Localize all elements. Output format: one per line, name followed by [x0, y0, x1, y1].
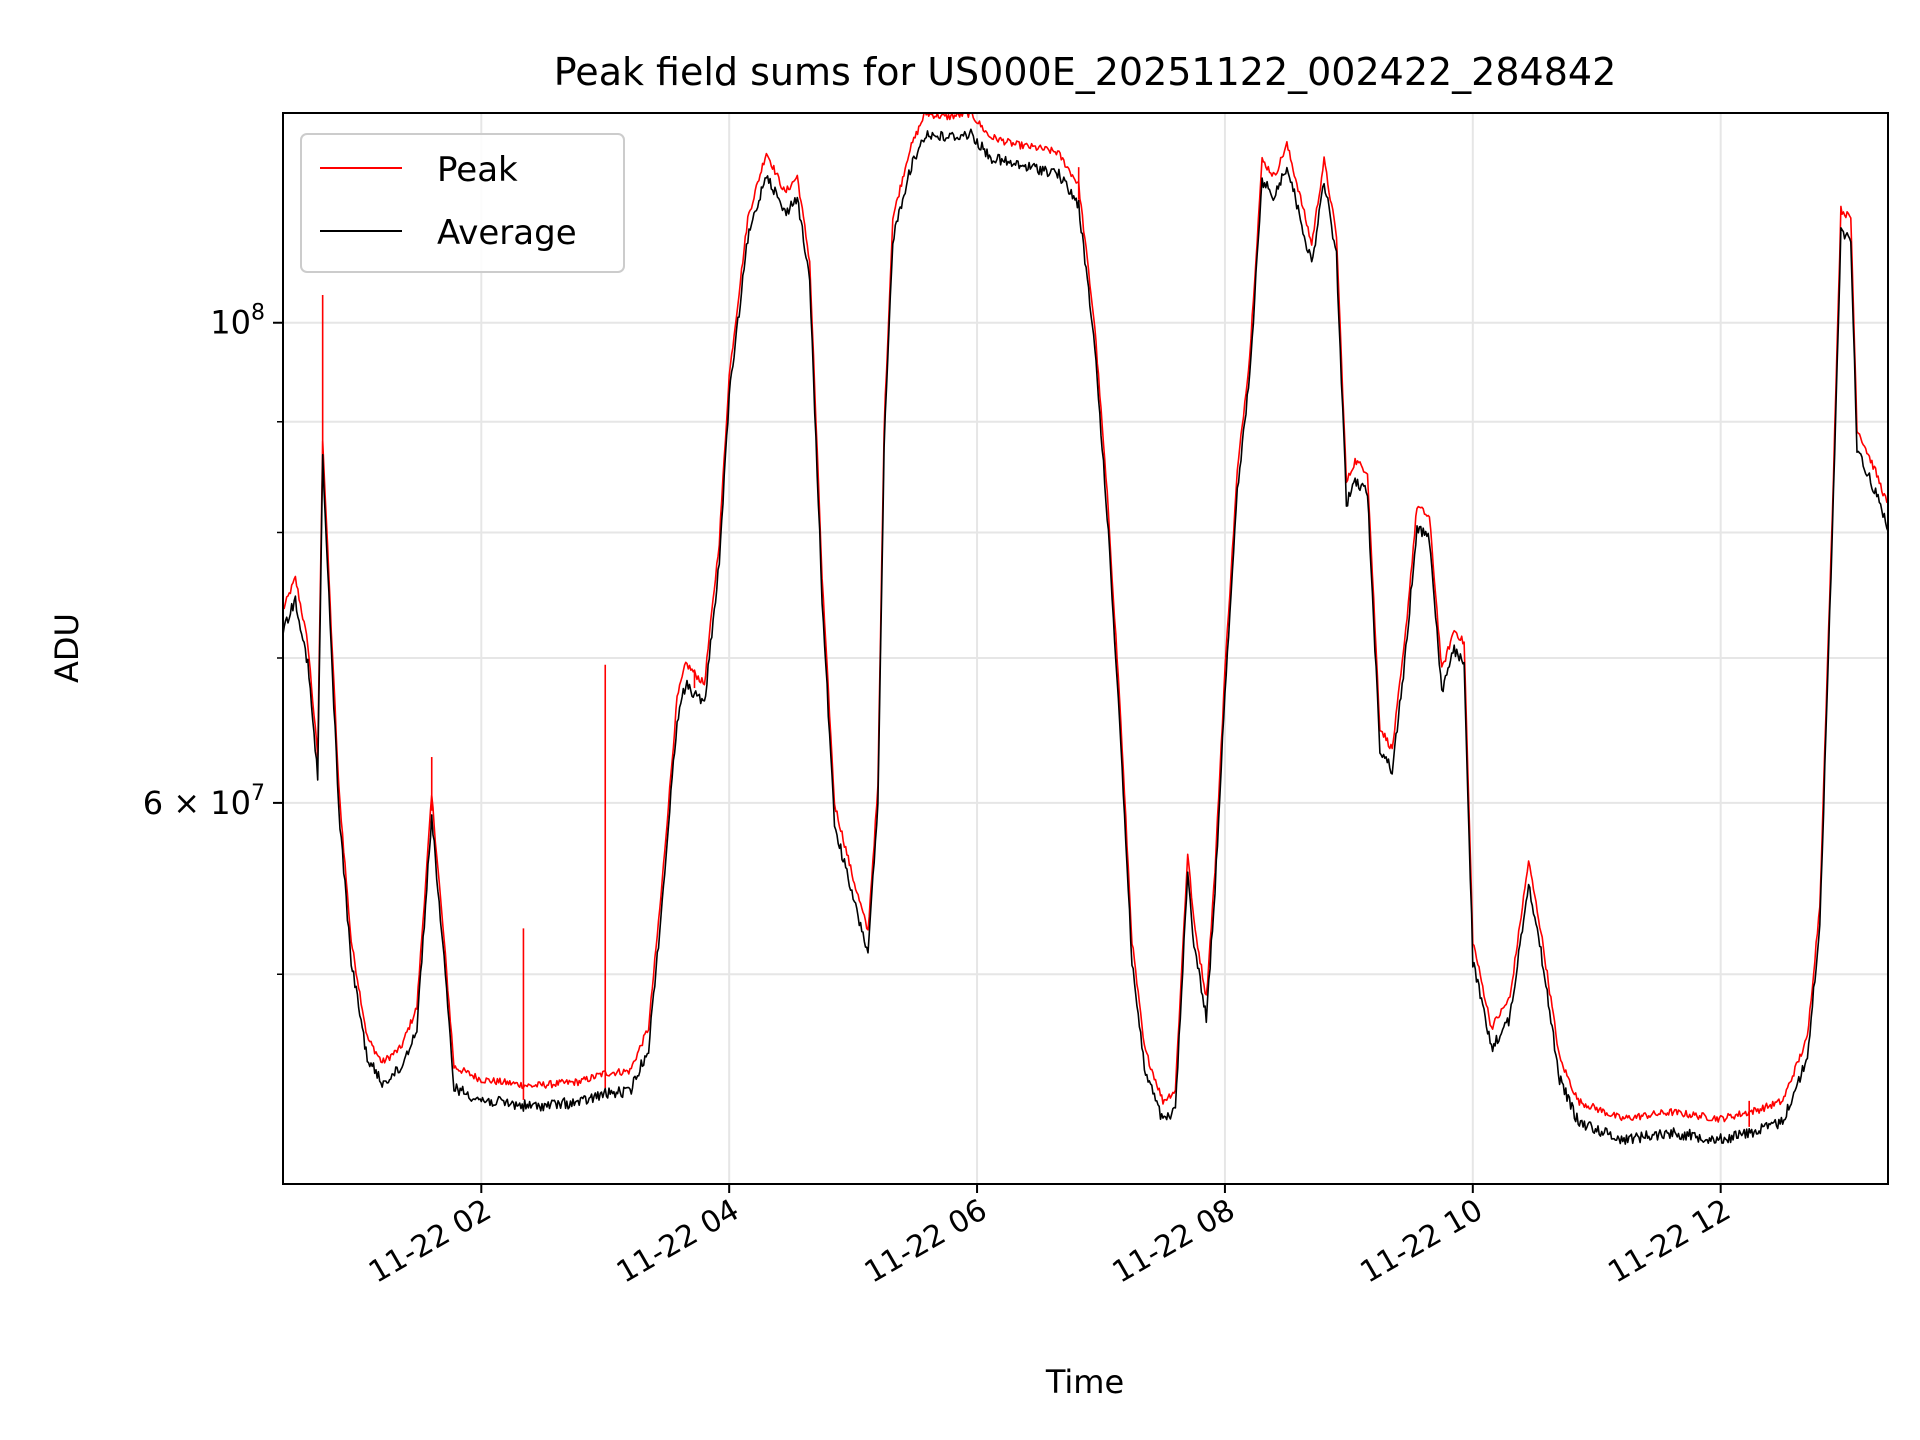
y-tick-label: 6 × 107 [143, 781, 265, 822]
legend-label-average: Average [437, 213, 577, 253]
chart-title: Peak field sums for US000E_20251122_0024… [554, 50, 1617, 94]
x-axis-label: Time [1045, 1363, 1124, 1401]
series-group [283, 113, 1888, 1145]
grid [283, 113, 1888, 1184]
plot-frame [282, 112, 1889, 1185]
series-layer [283, 113, 1888, 1145]
series-line-average [283, 128, 1888, 1145]
y-tick-label-base: 10 [210, 304, 251, 342]
legend-label-peak: Peak [437, 150, 518, 190]
y-tick-label-exponent: 7 [251, 781, 265, 806]
legend: Peak Average [300, 133, 625, 273]
y-tick-label-exponent: 8 [251, 301, 265, 326]
series-line-peak [283, 113, 1888, 1123]
y-axis-label: ADU [48, 613, 86, 683]
y-tick-label-base: 6 × 10 [143, 784, 251, 822]
y-tick-label: 108 [210, 301, 265, 342]
